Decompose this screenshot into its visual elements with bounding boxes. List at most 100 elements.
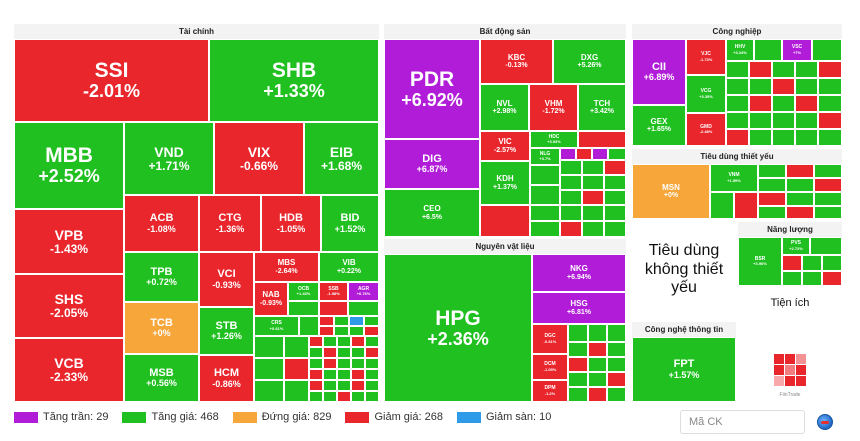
tile-small[interactable] bbox=[758, 192, 786, 206]
tile-vic[interactable]: VIC -2.57% bbox=[480, 131, 530, 161]
tile-hpg[interactable]: HPG +2.36% bbox=[384, 254, 532, 402]
stock-search-input[interactable] bbox=[680, 410, 805, 434]
tile-small[interactable] bbox=[568, 387, 588, 402]
tile-nvl[interactable]: NVL +2.98% bbox=[480, 84, 529, 131]
tile-small[interactable] bbox=[530, 205, 560, 221]
tile-gex[interactable]: GEX +1.65% bbox=[632, 105, 686, 146]
tile-small[interactable] bbox=[814, 164, 842, 178]
tile-msn[interactable]: MSN +0% bbox=[632, 164, 710, 219]
tile-stb[interactable]: STB +1.26% bbox=[199, 307, 254, 355]
tile-small[interactable] bbox=[607, 372, 626, 387]
tile-small[interactable] bbox=[323, 358, 337, 369]
tile-small[interactable] bbox=[786, 192, 814, 206]
tile-small[interactable] bbox=[782, 255, 802, 271]
tile-crs[interactable]: CRS +0.61% bbox=[254, 316, 299, 336]
tile-small[interactable] bbox=[349, 316, 364, 326]
tile-small[interactable] bbox=[560, 148, 576, 160]
tile-small[interactable] bbox=[365, 369, 379, 380]
tile-tcb[interactable]: TCB +0% bbox=[124, 302, 199, 354]
sector-label-tien-ich[interactable]: Tiện ích bbox=[738, 288, 842, 318]
tile-small[interactable] bbox=[726, 112, 749, 129]
tile-small[interactable] bbox=[726, 95, 749, 112]
tile-small[interactable] bbox=[734, 192, 758, 219]
tile-small[interactable] bbox=[582, 175, 604, 190]
sector-label-tieu-dung-khong-thiet-yeu[interactable]: Tiêu dùng không thiết yếu bbox=[644, 242, 724, 297]
tile-vhm[interactable]: VHM -1.72% bbox=[529, 84, 578, 131]
tile-vci[interactable]: VCI -0.93% bbox=[199, 252, 254, 307]
tile-small[interactable] bbox=[309, 391, 323, 402]
tile-small[interactable] bbox=[604, 175, 626, 190]
tile-ctg[interactable]: CTG -1.36% bbox=[199, 195, 261, 252]
tile-small[interactable] bbox=[608, 148, 626, 160]
tile-vjc[interactable]: VJC -1.73% bbox=[686, 39, 726, 75]
tile-hsg[interactable]: HSG +6.81% bbox=[532, 292, 626, 324]
tile-small[interactable] bbox=[351, 336, 365, 347]
tile-vsc[interactable]: VSC +7% bbox=[782, 39, 812, 61]
tile-small[interactable] bbox=[351, 391, 365, 402]
tile-small[interactable] bbox=[323, 347, 337, 358]
tile-small[interactable] bbox=[786, 164, 814, 178]
tile-hcm[interactable]: HCM -0.86% bbox=[199, 355, 254, 402]
tile-small[interactable] bbox=[254, 358, 284, 380]
tile-small[interactable] bbox=[795, 112, 818, 129]
tile-small[interactable] bbox=[802, 271, 822, 286]
tile-small[interactable] bbox=[795, 61, 818, 78]
tile-small[interactable] bbox=[758, 206, 786, 219]
tile-small[interactable] bbox=[568, 324, 588, 342]
tile-small[interactable] bbox=[299, 316, 319, 336]
tile-small[interactable] bbox=[337, 369, 351, 380]
tile-small[interactable] bbox=[607, 357, 626, 372]
tile-small[interactable] bbox=[582, 221, 604, 237]
tile-small[interactable] bbox=[772, 129, 795, 146]
tile-dpm[interactable]: DPM -1.2% bbox=[532, 380, 568, 402]
tile-tch[interactable]: TCH +3.42% bbox=[578, 84, 626, 131]
tile-small[interactable] bbox=[349, 326, 364, 336]
tile-small[interactable] bbox=[582, 190, 604, 205]
tile-small[interactable] bbox=[284, 380, 309, 402]
tile-small[interactable] bbox=[323, 336, 337, 347]
tile-small[interactable] bbox=[364, 316, 379, 326]
tile-small[interactable] bbox=[284, 336, 309, 358]
tile-cii[interactable]: CII +6.89% bbox=[632, 39, 686, 105]
tile-small[interactable] bbox=[795, 95, 818, 112]
tile-bsr[interactable]: BSR +3.96% bbox=[738, 237, 782, 286]
tile-small[interactable] bbox=[754, 39, 782, 61]
tile-small[interactable] bbox=[364, 326, 379, 336]
tile-small[interactable] bbox=[802, 255, 822, 271]
tile-small[interactable] bbox=[772, 61, 795, 78]
tile-small[interactable] bbox=[604, 190, 626, 205]
tile-small[interactable] bbox=[530, 185, 560, 205]
tile-small[interactable] bbox=[254, 380, 284, 402]
tile-ocb[interactable]: OCB +1.43% bbox=[288, 282, 319, 301]
tile-agr[interactable]: AGR +6.76% bbox=[348, 282, 379, 301]
tile-nkg[interactable]: NKG +6.94% bbox=[532, 254, 626, 292]
tile-small[interactable] bbox=[795, 129, 818, 146]
tile-small[interactable] bbox=[749, 95, 772, 112]
tile-small[interactable] bbox=[480, 205, 530, 237]
tile-small[interactable] bbox=[560, 221, 582, 237]
tile-small[interactable] bbox=[309, 369, 323, 380]
tile-small[interactable] bbox=[337, 336, 351, 347]
tile-small[interactable] bbox=[749, 112, 772, 129]
legend-dung-gia[interactable]: Đứng giá: 829 bbox=[232, 411, 331, 423]
tile-small[interactable] bbox=[337, 391, 351, 402]
tile-small[interactable] bbox=[588, 387, 607, 402]
tile-small[interactable] bbox=[334, 326, 349, 336]
tile-vpb[interactable]: VPB -1.43% bbox=[14, 209, 124, 274]
tile-small[interactable] bbox=[365, 358, 379, 369]
tile-small[interactable] bbox=[365, 336, 379, 347]
tile-vix[interactable]: VIX -0.66% bbox=[214, 122, 304, 195]
tile-small[interactable] bbox=[810, 237, 842, 255]
tile-small[interactable] bbox=[323, 369, 337, 380]
tile-small[interactable] bbox=[351, 369, 365, 380]
tile-ssb[interactable]: SSB -1.98% bbox=[319, 282, 348, 301]
tile-small[interactable] bbox=[814, 206, 842, 219]
tile-small[interactable] bbox=[582, 160, 604, 175]
tile-small[interactable] bbox=[812, 39, 842, 61]
tile-small[interactable] bbox=[365, 380, 379, 391]
tile-small[interactable] bbox=[818, 61, 842, 78]
tile-small[interactable] bbox=[337, 347, 351, 358]
tile-kbc[interactable]: KBC -0.13% bbox=[480, 39, 553, 84]
tile-eib[interactable]: EIB +1.68% bbox=[304, 122, 379, 195]
tile-small[interactable] bbox=[351, 358, 365, 369]
